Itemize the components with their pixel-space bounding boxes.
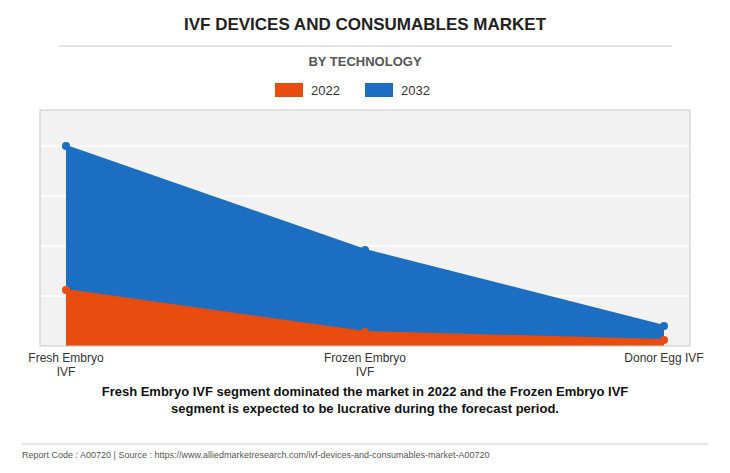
area — [66, 290, 664, 346]
point — [361, 246, 369, 254]
point — [660, 336, 668, 344]
x-tick-label: Frozen EmbryoIVF — [324, 351, 406, 379]
point — [62, 142, 70, 150]
legend-swatch — [365, 83, 393, 97]
x-tick-label: Fresh EmbryoIVF — [28, 351, 104, 379]
plot-frame — [40, 110, 690, 346]
annotation: Fresh Embryo IVF segment dominated the m… — [102, 384, 629, 416]
line — [66, 290, 664, 340]
legend: 2022 2032 — [275, 83, 430, 98]
legend-swatch — [275, 83, 303, 97]
grid-line — [40, 145, 690, 147]
chart: IVF DEVICES AND CONSUMABLES MARKET BY TEC… — [0, 0, 730, 473]
legend-label: 2022 — [311, 83, 340, 98]
x-tick-label: Donor Egg IVF — [624, 351, 703, 365]
plot-background — [40, 110, 690, 346]
x-axis: Fresh EmbryoIVF Frozen EmbryoIVF Donor Egg… — [28, 351, 703, 379]
footer: Report Code : A00720 | Source : https://… — [22, 450, 490, 460]
plot-marks — [62, 142, 668, 346]
point — [660, 322, 668, 330]
subtitle: BY TECHNOLOGY — [308, 54, 421, 69]
point — [62, 286, 70, 294]
point — [361, 328, 369, 336]
legend-label: 2032 — [401, 83, 430, 98]
line — [66, 146, 664, 326]
title-rule — [58, 46, 672, 47]
title: IVF DEVICES AND CONSUMABLES MARKET — [184, 15, 547, 34]
area — [66, 146, 664, 346]
footer-rule — [22, 444, 708, 445]
